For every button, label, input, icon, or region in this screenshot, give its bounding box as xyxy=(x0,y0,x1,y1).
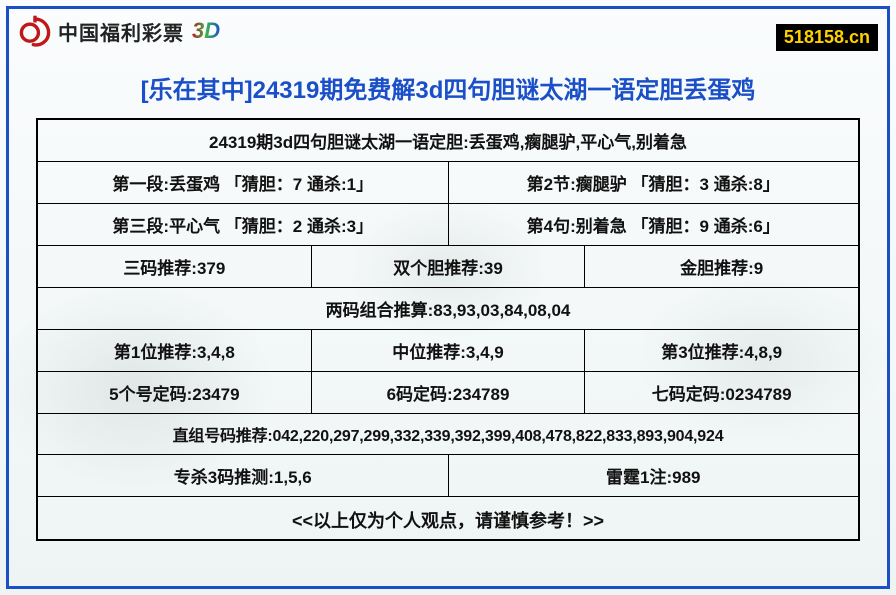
footer-note: <<以上仅为个人观点，请谨慎参考！>> xyxy=(38,497,858,539)
row-direct: 直组号码推荐:042,220,297,299,332,339,392,399,4… xyxy=(38,414,858,455)
cell-direct: 直组号码推荐:042,220,297,299,332,339,392,399,4… xyxy=(38,414,858,454)
row-codes: 5个号定码:23479 6码定码:234789 七码定码:0234789 xyxy=(38,372,858,414)
cell-rec3-c: 金胆推荐:9 xyxy=(585,246,858,287)
cell-seg4: 第4句:别着急 「猜胆：9 通杀:6」 xyxy=(449,204,859,245)
cell-bet: 雷霆1注:989 xyxy=(449,455,859,496)
cell-code6: 6码定码:234789 xyxy=(312,372,586,413)
cell-code7: 七码定码:0234789 xyxy=(585,372,858,413)
brand-text-cn: 中国福利彩票 xyxy=(58,17,184,46)
cell-pos3: 第3位推荐:4,8,9 xyxy=(585,330,858,371)
cell-rec3-b: 双个胆推荐:39 xyxy=(312,246,586,287)
prediction-table: 24319期3d四句胆谜太湖一语定胆:丢蛋鸡,瘸腿驴,平心气,别着急 第一段:丢… xyxy=(36,118,860,541)
row-summary: 24319期3d四句胆谜太湖一语定胆:丢蛋鸡,瘸腿驴,平心气,别着急 xyxy=(38,120,858,162)
lottery-logo-icon xyxy=(18,14,52,48)
cell-summary: 24319期3d四句胆谜太湖一语定胆:丢蛋鸡,瘸腿驴,平心气,别着急 xyxy=(38,120,858,161)
watermark-badge: 518158.cn xyxy=(776,24,878,51)
brand-text-3d: 3D xyxy=(192,18,220,44)
row-pair-combo: 两码组合推算:83,93,03,84,08,04 xyxy=(38,288,858,330)
row-kill-bet: 专杀3码推测:1,5,6 雷霆1注:989 xyxy=(38,455,858,497)
cell-pos2: 中位推荐:3,4,9 xyxy=(312,330,586,371)
row-rec3: 三码推荐:379 双个胆推荐:39 金胆推荐:9 xyxy=(38,246,858,288)
cell-rec3-a: 三码推荐:379 xyxy=(38,246,312,287)
cell-pair-combo: 两码组合推算:83,93,03,84,08,04 xyxy=(38,288,858,329)
cell-code5: 5个号定码:23479 xyxy=(38,372,312,413)
row-seg-3-4: 第三段:平心气 「猜胆：2 通杀:3」 第4句:别着急 「猜胆：9 通杀:6」 xyxy=(38,204,858,246)
header: 中国福利彩票 3D xyxy=(18,14,220,48)
cell-pos1: 第1位推荐:3,4,8 xyxy=(38,330,312,371)
cell-kill: 专杀3码推测:1,5,6 xyxy=(38,455,449,496)
row-positions: 第1位推荐:3,4,8 中位推荐:3,4,9 第3位推荐:4,8,9 xyxy=(38,330,858,372)
cell-seg1: 第一段:丢蛋鸡 「猜胆：7 通杀:1」 xyxy=(38,162,449,203)
cell-seg3: 第三段:平心气 「猜胆：2 通杀:3」 xyxy=(38,204,449,245)
cell-seg2: 第2节:瘸腿驴 「猜胆：3 通杀:8」 xyxy=(449,162,859,203)
page-title: [乐在其中]24319期免费解3d四句胆谜太湖一语定胆丢蛋鸡 xyxy=(0,70,896,105)
row-seg-1-2: 第一段:丢蛋鸡 「猜胆：7 通杀:1」 第2节:瘸腿驴 「猜胆：3 通杀:8」 xyxy=(38,162,858,204)
